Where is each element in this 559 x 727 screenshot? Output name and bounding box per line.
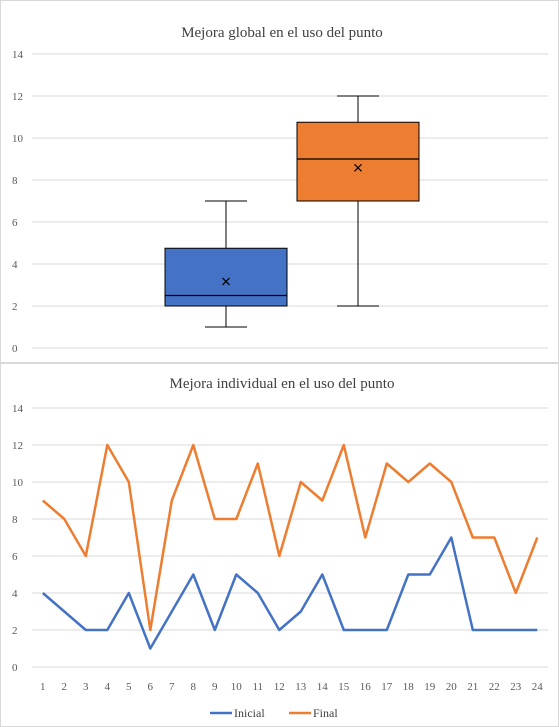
line-x-tick-label: 4 (105, 681, 111, 693)
line-x-tick-label: 23 (510, 681, 522, 693)
box-mean-marker (222, 277, 230, 286)
box-final (296, 121, 420, 202)
line-x-tick-label: 12 (274, 681, 285, 693)
line-x-tick-label: 11 (252, 681, 263, 693)
line-chart-series (41, 443, 539, 650)
line-x-tick-label: 14 (317, 681, 329, 693)
legend: Inicial Final (210, 706, 338, 720)
line-y-tick-label: 4 (12, 588, 18, 600)
line-x-tick-label: 13 (295, 681, 307, 693)
line-x-tick-label: 22 (489, 681, 500, 693)
line-x-tick-label: 8 (191, 681, 197, 693)
line-x-tick-label: 19 (424, 681, 436, 693)
box-chart-y-axis: 0 2 4 6 8 10 12 14 (12, 49, 24, 355)
line-y-tick-label: 12 (12, 440, 23, 452)
line-x-tick-label: 20 (446, 681, 458, 693)
line-x-tick-label: 3 (83, 681, 89, 693)
line-x-tick-label: 7 (169, 681, 175, 693)
line-x-tick-label: 18 (403, 681, 415, 693)
line-chart-x-axis: 1 2 3 4 5 6 7 8 9 10 11 12 13 14 15 16 17 18 19 20 21 22 23 24 (40, 681, 543, 693)
line-y-tick-label: 0 (12, 662, 18, 674)
line-x-tick-label: 17 (381, 681, 393, 693)
legend-label-final: Final (313, 706, 338, 720)
box-y-tick-label: 2 (12, 301, 18, 313)
line-chart-title: Mejora individual en el uso del punto (170, 376, 395, 392)
box-y-tick-label: 4 (12, 259, 18, 271)
box-chart-boxes (164, 95, 420, 328)
line-y-tick-label: 10 (12, 477, 24, 489)
box-y-tick-label: 8 (12, 175, 18, 187)
legend-label-inicial: Inicial (234, 706, 265, 720)
line-x-tick-label: 21 (467, 681, 478, 693)
box-y-tick-label: 6 (12, 217, 18, 229)
line-y-tick-label: 2 (12, 625, 18, 637)
line-chart-y-axis: 0 2 4 6 8 10 12 14 (12, 403, 24, 674)
line-series-inicial (41, 536, 538, 650)
box-y-tick-label: 0 (12, 343, 18, 355)
line-x-tick-label: 5 (126, 681, 132, 693)
box-mean-marker (354, 163, 362, 172)
line-x-tick-label: 6 (148, 681, 154, 693)
line-x-tick-label: 2 (62, 681, 68, 693)
line-series-final (41, 443, 539, 632)
box-inicial (164, 247, 288, 307)
box-chart-gridlines (32, 53, 548, 349)
box-y-tick-label: 10 (12, 133, 24, 145)
line-y-tick-label: 14 (12, 403, 24, 415)
line-x-tick-label: 15 (338, 681, 350, 693)
chart-line-panel (0, 363, 559, 727)
line-x-tick-label: 10 (231, 681, 243, 693)
box-y-tick-label: 12 (12, 91, 23, 103)
line-x-tick-label: 1 (40, 681, 46, 693)
line-y-tick-label: 6 (12, 551, 18, 563)
box-chart-title: Mejora global en el uso del punto (181, 25, 383, 41)
line-y-tick-label: 8 (12, 514, 18, 526)
line-x-tick-label: 9 (212, 681, 218, 693)
chart-box-panel (0, 0, 559, 363)
box-y-tick-label: 14 (12, 49, 24, 61)
line-x-tick-label: 16 (360, 681, 372, 693)
line-x-tick-label: 24 (532, 681, 544, 693)
